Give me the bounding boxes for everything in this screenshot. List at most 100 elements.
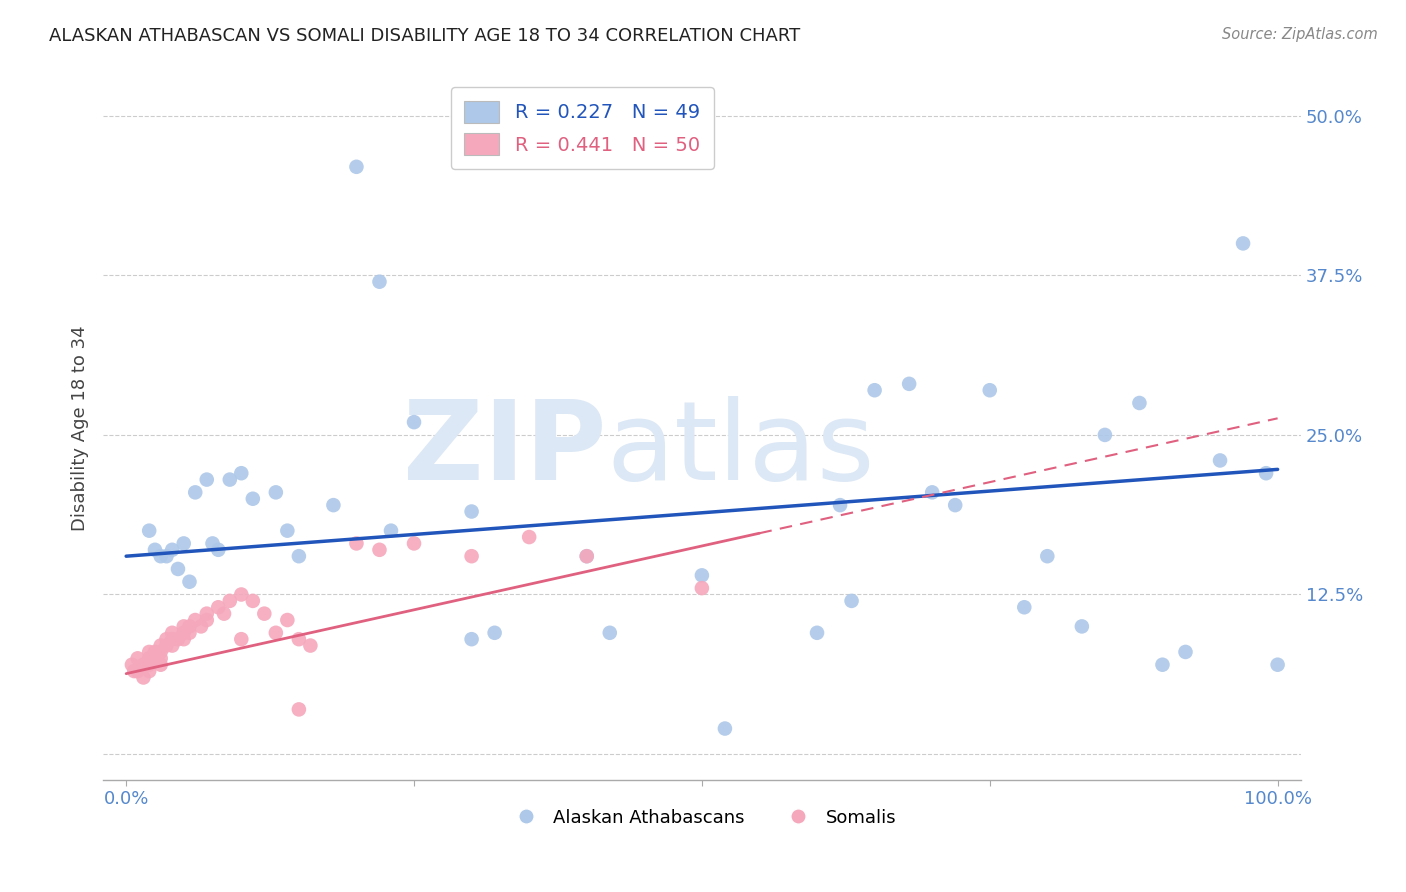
Point [299,639,322,653]
Point [1036,549,1059,564]
Point [575,549,598,564]
Point [122,664,145,678]
Point [149,639,172,653]
Point [167,562,190,576]
Point [242,491,264,506]
Point [979,383,1001,397]
Point [1174,645,1197,659]
Point [218,594,240,608]
Point [143,542,166,557]
Point [714,722,737,736]
Point [253,607,276,621]
Point [218,473,240,487]
Point [160,625,183,640]
Point [179,574,201,589]
Point [127,651,149,665]
Point [173,632,195,647]
Legend: Alaskan Athabascans, Somalis: Alaskan Athabascans, Somalis [501,801,904,834]
Point [195,613,218,627]
Point [276,524,298,538]
Point [179,619,201,633]
Point [828,498,851,512]
Point [346,160,368,174]
Text: ZIP: ZIP [402,396,606,503]
Point [276,613,298,627]
Point [160,639,183,653]
Point [921,485,943,500]
Point [288,549,311,564]
Point [207,542,229,557]
Point [1070,619,1092,633]
Y-axis label: Disability Age 18 to 34: Disability Age 18 to 34 [72,326,89,532]
Point [690,568,713,582]
Point [943,498,966,512]
Text: atlas: atlas [606,396,875,503]
Point [121,657,143,672]
Point [149,549,172,564]
Point [322,498,344,512]
Point [143,645,166,659]
Point [484,625,506,640]
Point [167,632,190,647]
Point [231,467,253,481]
Point [517,530,540,544]
Point [127,664,149,678]
Point [149,651,172,665]
Point [599,625,621,640]
Point [138,645,160,659]
Point [1254,467,1277,481]
Point [288,632,311,647]
Point [1014,600,1036,615]
Point [380,524,402,538]
Point [690,581,713,595]
Point [264,625,287,640]
Point [212,607,235,621]
Point [346,536,368,550]
Point [460,632,482,647]
Point [460,549,482,564]
Point [155,549,177,564]
Point [138,524,160,538]
Point [368,542,391,557]
Point [160,542,183,557]
Point [575,549,598,564]
Point [132,671,155,685]
Point [195,473,218,487]
Point [173,536,195,550]
Point [195,607,218,621]
Point [242,594,264,608]
Point [173,625,195,640]
Point [288,702,311,716]
Point [173,619,195,633]
Point [1152,657,1174,672]
Point [138,664,160,678]
Point [143,651,166,665]
Point [1128,396,1150,410]
Point [184,613,207,627]
Point [460,504,482,518]
Point [841,594,863,608]
Point [264,485,287,500]
Point [160,632,183,647]
Point [1267,657,1289,672]
Point [1094,428,1116,442]
Point [1209,453,1232,467]
Text: ALASKAN ATHABASCAN VS SOMALI DISABILITY AGE 18 TO 34 CORRELATION CHART: ALASKAN ATHABASCAN VS SOMALI DISABILITY … [49,27,800,45]
Point [201,536,224,550]
Point [863,383,886,397]
Text: Source: ZipAtlas.com: Source: ZipAtlas.com [1222,27,1378,42]
Point [806,625,828,640]
Point [155,632,177,647]
Point [402,536,425,550]
Point [207,600,229,615]
Point [402,415,425,429]
Point [184,485,207,500]
Point [155,639,177,653]
Point [368,275,391,289]
Point [190,619,212,633]
Point [231,587,253,601]
Point [149,657,172,672]
Point [138,651,160,665]
Point [231,632,253,647]
Point [132,657,155,672]
